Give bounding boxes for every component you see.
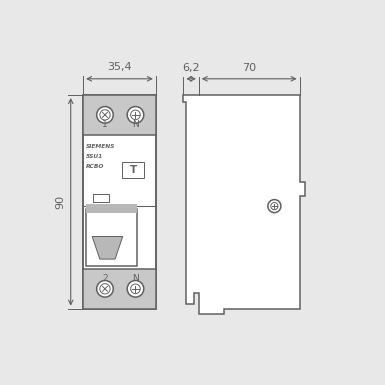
Text: 70: 70 — [242, 63, 256, 73]
Polygon shape — [183, 95, 305, 314]
Text: SIEMENS: SIEMENS — [85, 144, 115, 149]
Circle shape — [127, 281, 144, 297]
Bar — [83, 95, 156, 308]
Bar — [122, 162, 144, 177]
Text: 2: 2 — [102, 275, 108, 283]
Bar — [93, 194, 109, 202]
Text: 35,4: 35,4 — [107, 62, 132, 72]
Text: N: N — [132, 275, 139, 283]
Text: 5SU1: 5SU1 — [85, 154, 103, 159]
Bar — [86, 209, 137, 266]
Text: 6,2: 6,2 — [182, 63, 200, 73]
Circle shape — [100, 284, 110, 294]
Circle shape — [97, 281, 113, 297]
Bar — [83, 95, 156, 308]
Text: 1: 1 — [102, 120, 108, 129]
Bar — [86, 204, 137, 213]
Text: RCBO: RCBO — [85, 164, 104, 169]
Circle shape — [97, 107, 113, 123]
Polygon shape — [92, 236, 123, 259]
Text: N: N — [132, 120, 139, 129]
Bar — [83, 95, 156, 135]
Circle shape — [271, 203, 278, 210]
Circle shape — [268, 199, 281, 213]
Text: 90: 90 — [55, 195, 65, 209]
Circle shape — [100, 110, 110, 120]
Circle shape — [131, 284, 140, 294]
Text: T: T — [130, 165, 137, 175]
Bar — [83, 269, 156, 308]
Circle shape — [127, 107, 144, 123]
Circle shape — [131, 110, 140, 120]
